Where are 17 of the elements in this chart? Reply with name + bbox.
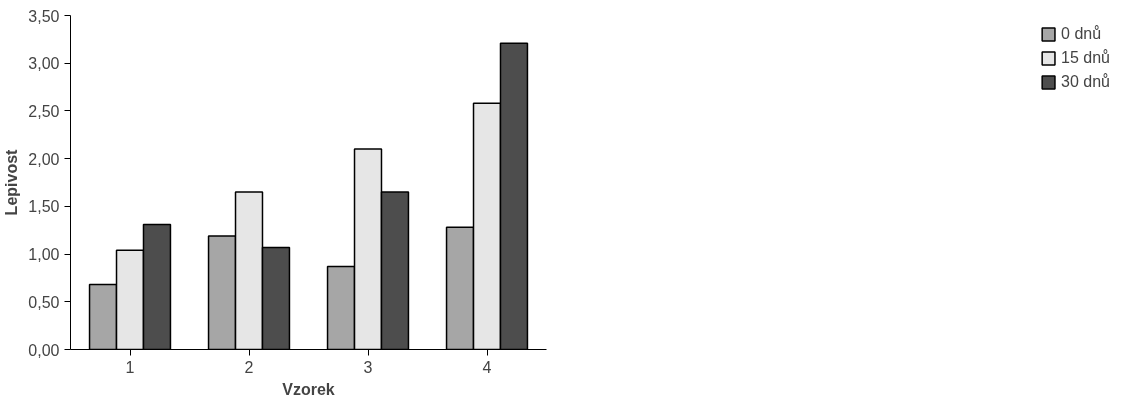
- x-tick-label: 3: [363, 358, 373, 376]
- y-tick-label: 0,00: [28, 341, 60, 359]
- x-axis-title: Vzorek: [282, 380, 335, 398]
- x-tick-label: 4: [482, 358, 492, 376]
- legend-label: 30 dnů: [1061, 73, 1110, 91]
- y-tick-label: 3,50: [28, 7, 60, 25]
- x-tick-label: 2: [244, 358, 254, 376]
- y-axis-title: Lepivost: [3, 148, 21, 216]
- y-tick-label: 0,50: [28, 293, 60, 311]
- x-tick-label: 1: [125, 358, 135, 376]
- legend-label: 0 dnů: [1061, 25, 1102, 43]
- y-tick-label: 2,00: [28, 150, 60, 168]
- y-tick-label: 3,00: [28, 55, 60, 73]
- y-tick-label: 1,00: [28, 246, 60, 264]
- y-tick-label: 2,50: [28, 102, 60, 120]
- legend-label: 15 dnů: [1061, 49, 1110, 67]
- y-tick-label: 1,50: [28, 198, 60, 216]
